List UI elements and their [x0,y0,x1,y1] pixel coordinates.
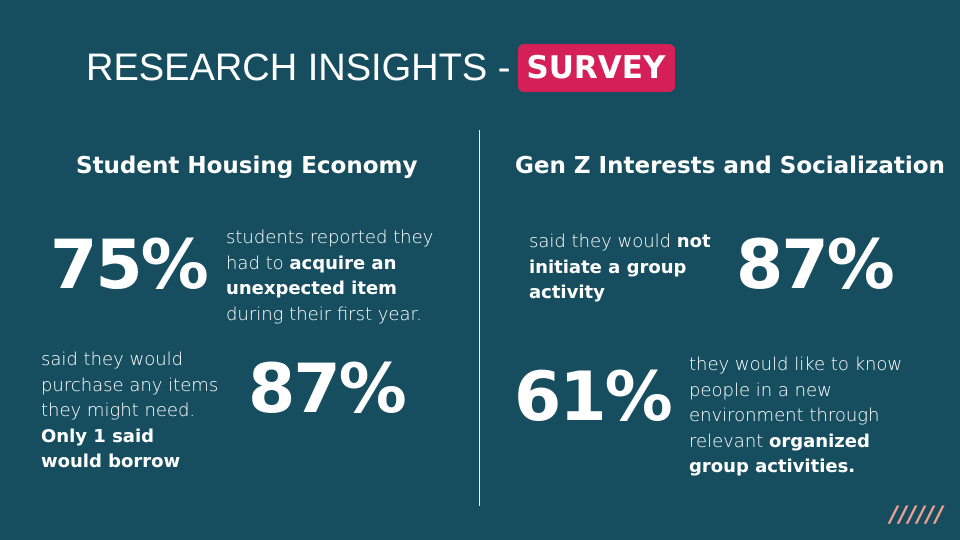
left-stat2-text-pre: said they would purchase any items they … [41,349,219,421]
left-heading: Student Housing Economy [76,153,418,179]
left-stat1-text-post: during their first year. [226,303,422,325]
right-stat2-text: they would like to know people in a new … [689,352,934,480]
title-text: RESEARCH INSIGHTS - [86,46,511,89]
decorative-slashes: ////// [889,503,944,528]
left-stat2-value: 87% [248,350,407,429]
left-stat2-text: said they would purchase any items they … [41,347,221,475]
right-stat1-text: said they would not initiate a group act… [529,229,719,306]
right-stat1-value: 87% [736,226,895,305]
right-stat1-text-bold: not initiate a group activity [529,231,711,303]
right-stat2-text-bold: organized group activities. [689,430,870,478]
left-stat1-text-pre: students reported they had to [226,227,434,274]
left-stat1-text: students reported they had to acquire an… [226,225,446,327]
column-divider [479,130,480,506]
right-heading: Gen Z Interests and Socialization [515,153,945,179]
right-stat2-text-pre: they would like to know people in a new … [689,354,903,452]
left-stat1-text-bold: acquire an unexpected item [226,252,397,300]
page-title: RESEARCH INSIGHTS - SURVEY [86,44,676,92]
left-stat1-value: 75% [50,226,209,305]
right-stat2-value: 61% [514,358,673,437]
title-badge: SURVEY [518,44,676,92]
left-stat2-text-bold: Only 1 said would borrow [41,425,181,473]
right-stat1-text-pre: said they would [529,231,677,252]
